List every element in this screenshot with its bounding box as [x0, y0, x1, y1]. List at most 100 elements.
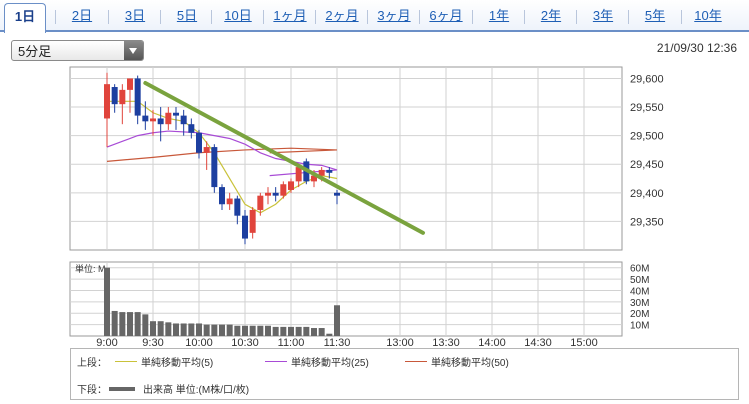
ma25-swatch — [265, 361, 287, 362]
candle-body — [326, 169, 333, 173]
tab-6[interactable]: 2ヶ月 — [325, 8, 359, 23]
x-tick-label: 10:00 — [185, 337, 213, 346]
volume-tick-label: 30M — [630, 298, 649, 309]
tab-separator — [263, 10, 264, 24]
volume-bar — [203, 324, 210, 336]
price-tick-label: 29,500 — [630, 131, 664, 143]
legend-ma5: 単純移動平均(5) — [111, 354, 213, 369]
tab-separator — [315, 10, 316, 24]
volume-tick-label: 40M — [630, 286, 649, 297]
volume-bar — [272, 326, 279, 336]
x-tick-label: 11:30 — [324, 337, 351, 346]
volume-bar — [265, 325, 271, 336]
volume-tick-label: 60M — [630, 264, 649, 275]
tab-12[interactable]: 5年 — [644, 8, 666, 23]
legend-lower-label: 下段： — [77, 385, 107, 396]
volume-bar — [295, 326, 302, 336]
last-updated-timestamp: 21/09/30 12:36 — [656, 41, 737, 55]
candle-body — [242, 215, 248, 239]
tab-9[interactable]: 1年 — [488, 8, 510, 23]
x-tick-label: 9:00 — [96, 337, 117, 346]
tab-0[interactable]: 1日 — [4, 3, 46, 33]
tab-separator — [55, 10, 56, 24]
interval-select-value: 5分足 — [18, 44, 52, 59]
ma50-swatch — [405, 361, 427, 362]
tab-1[interactable]: 2日 — [71, 8, 93, 23]
candle-body — [334, 192, 340, 196]
candle-body — [226, 198, 233, 205]
ma25-line — [106, 130, 338, 177]
volume-bar — [127, 312, 133, 336]
tab-10[interactable]: 2年 — [540, 8, 562, 23]
chevron-down-icon[interactable] — [124, 41, 143, 60]
x-tick-label: 13:30 — [432, 337, 460, 346]
tab-11[interactable]: 3年 — [592, 8, 614, 23]
volume-bar — [318, 328, 325, 336]
tab-8[interactable]: 6ヶ月 — [429, 8, 463, 23]
x-tick-label: 11:00 — [278, 337, 305, 346]
candle-body — [127, 78, 133, 90]
ma5-swatch — [115, 361, 137, 362]
candle-body — [180, 115, 187, 125]
price-tick-label: 29,350 — [630, 216, 664, 228]
tab-3[interactable]: 5日 — [176, 8, 198, 23]
price-tick-label: 29,550 — [630, 102, 664, 114]
tab-separator — [419, 10, 420, 24]
candle-body — [234, 198, 241, 216]
tab-separator — [160, 10, 161, 24]
tab-2[interactable]: 3日 — [124, 8, 146, 23]
tab-separator — [681, 10, 682, 24]
volume-unit-label: 単位: M — [75, 263, 106, 274]
chart-legend: 上段： 単純移動平均(5) 単純移動平均(25) 単純移動平均(50) 下段： … — [70, 348, 739, 400]
ma5-line — [107, 100, 338, 214]
candle-body — [288, 181, 294, 190]
candle-body — [203, 147, 210, 153]
candle-body — [111, 87, 118, 105]
volume-bar — [150, 321, 156, 336]
volume-bar — [326, 333, 333, 336]
volume-bar — [249, 325, 256, 336]
legend-upper-label: 上段： — [77, 358, 107, 369]
tab-7[interactable]: 3ヶ月 — [377, 8, 411, 23]
volume-swatch — [109, 386, 135, 391]
x-tick-label: 14:30 — [524, 337, 552, 346]
volume-bar — [165, 322, 172, 336]
legend-ma25-label: 単純移動平均(25) — [291, 358, 369, 369]
tab-13[interactable]: 10年 — [694, 8, 722, 23]
price-tick-label: 29,600 — [630, 73, 664, 85]
volume-bar — [280, 326, 287, 336]
volume-bar — [119, 312, 126, 336]
interval-select[interactable]: 5分足 — [11, 40, 144, 61]
volume-bar — [226, 324, 233, 336]
volume-bar — [173, 323, 179, 336]
volume-bar — [180, 323, 187, 336]
volume-bar — [134, 312, 141, 336]
candle-body — [318, 169, 325, 176]
candle-body — [165, 112, 172, 125]
volume-bar — [303, 326, 310, 336]
legend-ma5-label: 単純移動平均(5) — [141, 358, 214, 369]
volume-bar — [234, 325, 241, 336]
legend-volume: 出来高 単位:(M株/口/枚) — [99, 381, 249, 396]
volume-tick-label: 50M — [630, 275, 649, 286]
volume-bar — [211, 324, 218, 336]
tab-5[interactable]: 1ヶ月 — [273, 8, 307, 23]
volume-bar — [219, 324, 225, 336]
candle-body — [188, 124, 195, 133]
x-tick-label: 13:00 — [386, 337, 414, 346]
volume-tick-label: 10M — [630, 321, 649, 332]
price-tick-label: 29,400 — [630, 188, 664, 200]
volume-tick-label: 20M — [630, 309, 649, 320]
candle-body — [211, 147, 218, 188]
volume-bar — [257, 325, 264, 336]
tab-4[interactable]: 10日 — [224, 8, 252, 23]
price-plot-frame — [69, 66, 623, 251]
candle-body — [272, 192, 279, 196]
x-tick-label: 10:30 — [231, 337, 259, 346]
candle-body — [257, 195, 264, 210]
legend-ma25: 単純移動平均(25) — [261, 354, 369, 369]
tab-separator — [108, 10, 109, 24]
tab-separator — [472, 10, 473, 24]
candle-body — [280, 184, 287, 196]
volume-bar — [311, 328, 317, 336]
